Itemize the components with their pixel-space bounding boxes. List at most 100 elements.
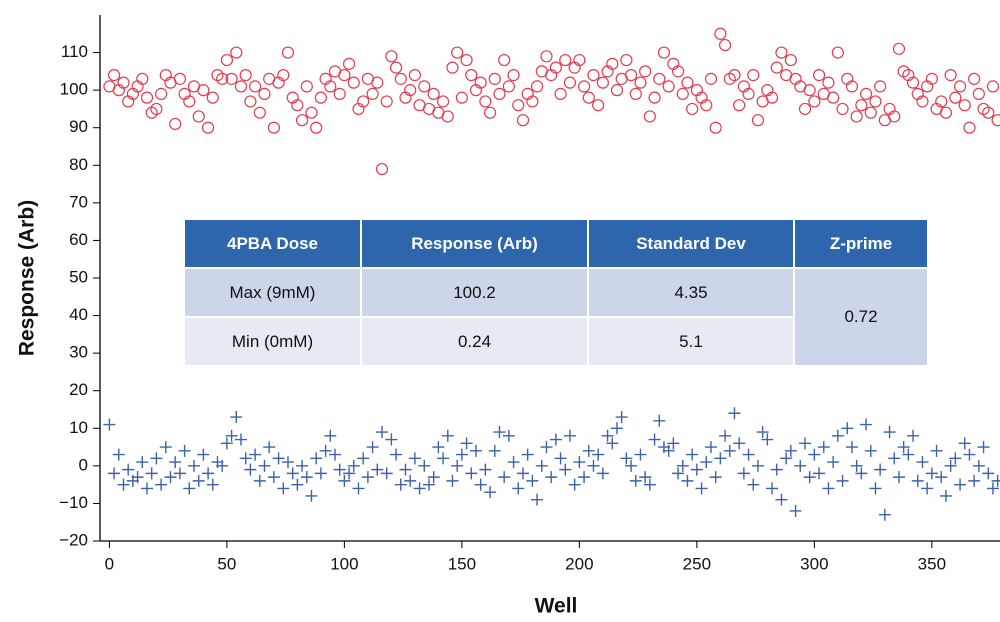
- point: [338, 474, 351, 487]
- point: [173, 72, 186, 85]
- point: [629, 87, 642, 101]
- point: [253, 474, 266, 487]
- point: [925, 467, 938, 480]
- point: [286, 467, 299, 480]
- point: [643, 110, 656, 123]
- point: [709, 471, 722, 484]
- y-tick-label: 80: [69, 155, 88, 174]
- point: [902, 448, 915, 461]
- point: [314, 467, 327, 480]
- point: [197, 448, 210, 461]
- point: [592, 448, 605, 461]
- point: [803, 471, 816, 484]
- point: [498, 471, 511, 484]
- point: [324, 429, 337, 442]
- point: [822, 76, 835, 89]
- point: [343, 467, 356, 480]
- point: [390, 448, 403, 461]
- x-tick-label: 350: [918, 554, 946, 573]
- table-header: 4PBA Dose: [185, 220, 360, 267]
- point: [836, 102, 849, 116]
- point: [559, 463, 572, 476]
- point: [573, 456, 586, 469]
- point: [154, 87, 168, 101]
- point: [930, 444, 943, 457]
- point: [140, 91, 154, 104]
- point: [460, 437, 473, 450]
- point: [897, 441, 910, 454]
- point: [789, 504, 802, 517]
- point: [155, 478, 168, 491]
- point: [958, 99, 971, 112]
- point: [136, 456, 149, 469]
- point: [892, 42, 906, 55]
- point: [747, 69, 760, 82]
- y-tick-label: 40: [69, 305, 88, 324]
- point: [483, 106, 497, 119]
- point: [944, 459, 957, 472]
- point: [907, 429, 920, 442]
- point: [563, 76, 577, 89]
- point: [112, 448, 125, 461]
- point: [173, 467, 186, 480]
- point: [164, 471, 177, 484]
- point: [248, 80, 262, 93]
- point: [347, 76, 360, 89]
- point: [502, 80, 515, 93]
- point: [267, 471, 280, 484]
- point: [968, 72, 981, 85]
- point: [267, 121, 280, 134]
- point: [469, 444, 482, 457]
- point: [986, 482, 999, 495]
- point: [577, 80, 591, 93]
- point: [733, 99, 746, 112]
- point: [798, 437, 811, 450]
- point: [178, 444, 191, 457]
- point: [347, 459, 360, 472]
- point: [587, 69, 600, 82]
- point: [455, 448, 468, 461]
- point: [234, 433, 247, 446]
- point: [935, 95, 948, 108]
- point: [375, 162, 389, 176]
- point: [234, 80, 248, 93]
- point: [968, 474, 981, 487]
- point: [704, 72, 718, 85]
- point: [305, 489, 318, 502]
- point: [277, 482, 290, 495]
- table-cell: 0.72: [795, 269, 927, 365]
- table-cell: Max (9mM): [185, 269, 360, 316]
- point: [836, 474, 849, 487]
- point: [610, 422, 623, 435]
- point: [578, 471, 591, 484]
- x-axis-title: Well: [535, 595, 578, 618]
- point: [526, 474, 539, 487]
- point: [742, 448, 755, 461]
- point: [681, 76, 694, 89]
- point: [582, 444, 595, 457]
- point: [249, 448, 262, 461]
- point: [892, 471, 905, 484]
- point: [408, 452, 421, 465]
- point: [695, 482, 708, 495]
- y-tick-label: 60: [69, 230, 88, 249]
- point: [432, 441, 445, 454]
- point: [117, 76, 130, 89]
- point: [197, 84, 210, 97]
- point: [328, 448, 341, 461]
- point: [201, 121, 215, 134]
- point: [202, 467, 215, 480]
- point: [822, 482, 835, 495]
- point: [296, 459, 309, 472]
- point: [357, 452, 370, 465]
- point: [314, 91, 327, 104]
- point: [714, 27, 727, 40]
- point: [770, 463, 783, 476]
- point: [122, 463, 135, 476]
- point: [535, 459, 548, 472]
- point: [568, 478, 581, 491]
- y-tick-label: −20: [59, 530, 88, 549]
- point: [258, 459, 271, 472]
- point: [728, 407, 741, 420]
